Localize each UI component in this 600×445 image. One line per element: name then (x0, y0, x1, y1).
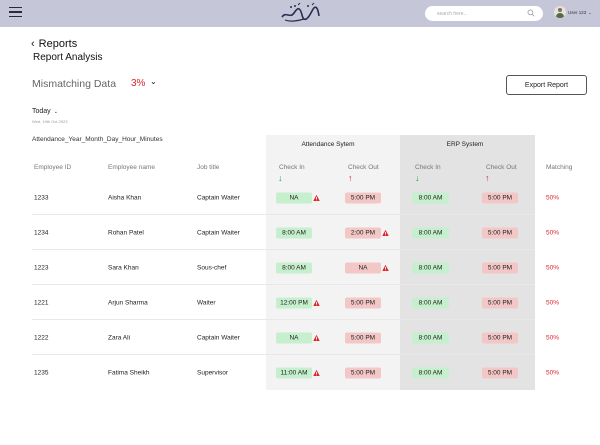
attendance-system-title: Attendance Sytem (301, 141, 355, 148)
table-row[interactable]: 1234 Rohan Patel Captain Waiter 8:00 AM … (0, 215, 600, 250)
current-date: Wed, 19th Oct 2023 (32, 119, 68, 124)
att-check-out: 5:00 PM (345, 367, 381, 378)
export-report-button[interactable]: Export Report (506, 75, 587, 95)
job-title: Captain Waiter (197, 334, 240, 341)
att-check-in: NA (276, 192, 312, 203)
matching-value: 50% (546, 334, 560, 341)
att-check-out: 5:00 PM (345, 297, 381, 308)
erp-check-in: 8:00 AM (412, 297, 449, 308)
col-employee-id: Employee ID (34, 164, 72, 171)
page-subtitle: Report Analysis (33, 52, 103, 63)
erp-system-title: ERP System (446, 141, 484, 148)
menu-icon[interactable] (9, 7, 22, 17)
user-menu[interactable]: User 123 ⌄ (554, 6, 592, 18)
att-check-out: NA (345, 262, 381, 273)
mismatch-label: Mismatching Data (32, 78, 117, 90)
erp-check-out: 5:00 PM (482, 227, 518, 238)
employee-id: 1234 (34, 229, 49, 236)
arrow-down-icon: ↓ (415, 173, 420, 183)
table-row[interactable]: 1221 Arjun Sharma Waiter 12:00 PM 5:00 P… (0, 285, 600, 320)
matching-value: 50% (546, 264, 560, 271)
avatar[interactable] (554, 6, 566, 18)
job-title: Supervisor (197, 369, 229, 376)
att-check-out: 2:00 PM (345, 227, 381, 238)
employee-id: 1223 (34, 264, 49, 271)
matching-value: 50% (546, 299, 560, 306)
erp-check-out: 5:00 PM (482, 262, 518, 273)
arrow-down-icon: ↓ (278, 173, 283, 183)
chevron-left-icon[interactable]: ‹ (31, 38, 35, 50)
job-title: Captain Waiter (197, 194, 240, 201)
att-check-in: NA (276, 332, 312, 343)
chevron-down-icon[interactable]: ⌄ (53, 109, 58, 115)
top-bar: User 123 ⌄ (0, 0, 600, 27)
col-matching: Matching (546, 164, 573, 171)
page-title: Reports (38, 38, 78, 50)
erp-check-in: 8:00 AM (412, 227, 449, 238)
employee-id: 1233 (34, 194, 49, 201)
warning-icon (313, 299, 320, 306)
employee-name: Aisha Khan (108, 194, 142, 201)
erp-check-in: 8:00 AM (412, 367, 449, 378)
matching-value: 50% (546, 369, 560, 376)
employee-name: Fatima Sheikh (108, 369, 150, 376)
employee-name: Arjun Sharma (108, 299, 148, 306)
erp-check-in: 8:00 AM (412, 332, 449, 343)
table-row[interactable]: 1223 Sara Khan Sous-chef 8:00 AM NA 8:00… (0, 250, 600, 285)
warning-icon (382, 229, 389, 236)
employee-name: Rohan Patel (108, 229, 144, 236)
chevron-down-icon[interactable]: ⌄ (588, 9, 592, 15)
period-label[interactable]: Today (32, 108, 51, 115)
erp-check-out: 5:00 PM (482, 332, 518, 343)
warning-icon (313, 194, 320, 201)
job-title: Captain Waiter (197, 229, 240, 236)
employee-id: 1222 (34, 334, 49, 341)
employee-name: Zara Ali (108, 334, 131, 341)
erp-check-out: 5:00 PM (482, 192, 518, 203)
warning-icon (313, 334, 320, 341)
employee-id: 1221 (34, 299, 49, 306)
erp-check-out: 5:00 PM (482, 297, 518, 308)
job-title: Waiter (197, 299, 216, 306)
col-att-check-in: Check In (279, 164, 305, 171)
col-job-title: Job title (197, 164, 220, 171)
att-check-in: 11:00 AM (276, 367, 312, 378)
job-title: Sous-chef (197, 264, 227, 271)
att-check-in: 8:00 AM (276, 262, 312, 273)
employee-id: 1235 (34, 369, 49, 376)
warning-icon (313, 369, 320, 376)
mismatch-value: 3% (131, 78, 146, 89)
warning-icon (382, 264, 389, 271)
search-input[interactable] (437, 8, 527, 19)
table-row[interactable]: 1235 Fatima Sheikh Supervisor 11:00 AM 5… (0, 355, 600, 390)
brand-logo (281, 2, 320, 22)
col-att-check-out: Check Out (348, 164, 379, 171)
erp-check-in: 8:00 AM (412, 192, 449, 203)
matching-value: 50% (546, 194, 560, 201)
back-link[interactable]: ‹ Reports (31, 38, 77, 50)
table-row[interactable]: 1222 Zara Ali Captain Waiter NA 5:00 PM … (0, 320, 600, 355)
erp-check-out: 5:00 PM (482, 367, 518, 378)
search-box[interactable] (425, 6, 543, 21)
col-erp-check-out: Check Out (486, 164, 517, 171)
chevron-down-icon[interactable]: ⌄ (150, 77, 157, 86)
arrow-up-icon: ↑ (348, 173, 353, 183)
col-employee-name: Employee name (108, 164, 155, 171)
att-check-out: 5:00 PM (345, 192, 381, 203)
period-selector[interactable]: Today ⌄ (32, 108, 58, 115)
employee-name: Sara Khan (108, 264, 139, 271)
att-check-out: 5:00 PM (345, 332, 381, 343)
matching-value: 50% (546, 229, 560, 236)
arrow-up-icon: ↑ (485, 173, 490, 183)
table-row[interactable]: 1233 Aisha Khan Captain Waiter NA 5:00 P… (0, 180, 600, 215)
user-name[interactable]: User 123 (568, 9, 587, 15)
file-name: Attendance_Year_Month_Day_Hour_Minutes (32, 136, 163, 143)
erp-check-in: 8:00 AM (412, 262, 449, 273)
att-check-in: 8:00 AM (276, 227, 312, 238)
search-icon[interactable] (527, 9, 535, 17)
col-erp-check-in: Check In (415, 164, 441, 171)
att-check-in: 12:00 PM (276, 297, 312, 308)
